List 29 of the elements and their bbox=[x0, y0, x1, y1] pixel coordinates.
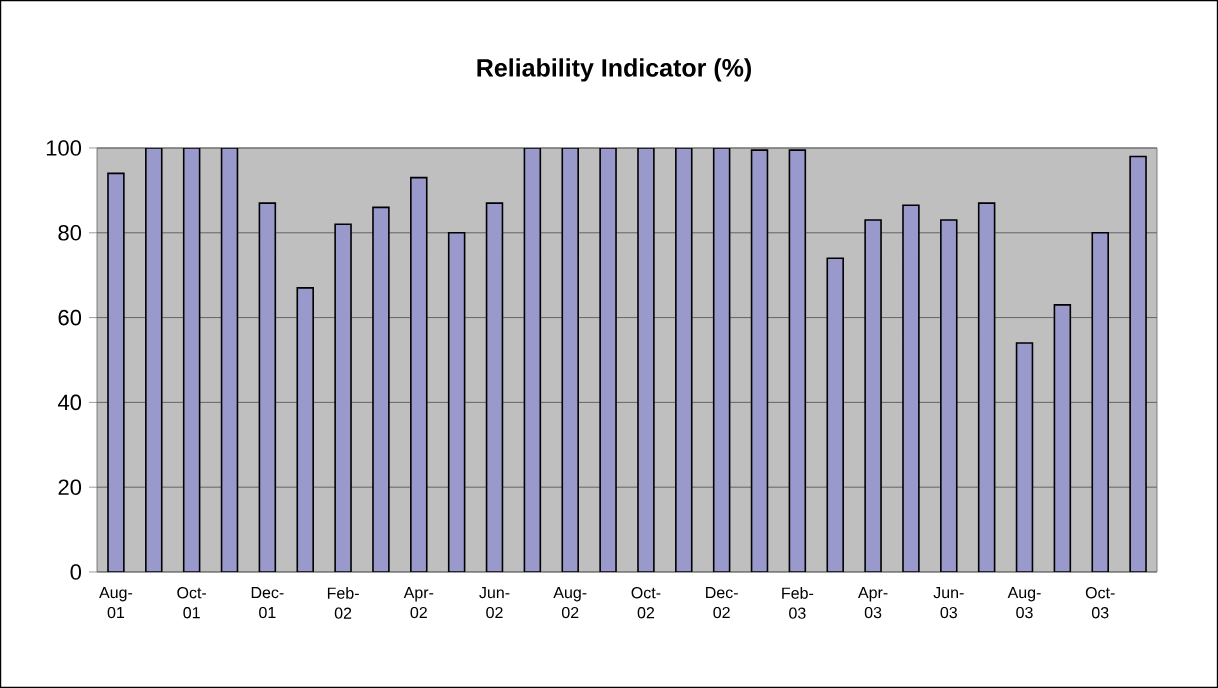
x-tick-label: Dec-02 bbox=[706, 587, 738, 619]
y-tick-label: 80 bbox=[58, 225, 82, 241]
chart-title: Reliability Indicator (%) bbox=[477, 58, 751, 82]
y-tick-label: 20 bbox=[58, 479, 82, 495]
x-tick-label: Apr-02 bbox=[403, 587, 434, 619]
y-tick-label: 0 bbox=[70, 564, 82, 580]
bar bbox=[788, 149, 807, 572]
bar bbox=[258, 202, 277, 572]
bar bbox=[750, 149, 769, 572]
x-tick-label: Aug-03 bbox=[1007, 587, 1041, 619]
bar bbox=[523, 147, 542, 572]
x-tick-label: Oct-03 bbox=[1085, 587, 1115, 619]
y-tick-label: 100 bbox=[46, 140, 82, 156]
y-tick-label: 40 bbox=[57, 394, 82, 411]
x-tick-label: Dec-01 bbox=[251, 587, 284, 619]
x-tick-label: Feb-02 bbox=[327, 587, 359, 619]
bar bbox=[1015, 342, 1034, 572]
x-tick-label: Aug-02 bbox=[553, 587, 587, 619]
bar bbox=[1053, 304, 1072, 572]
y-tick-label: 60 bbox=[58, 309, 82, 326]
x-tick-label: Oct-02 bbox=[631, 587, 661, 619]
x-tick-label: Jun-03 bbox=[933, 587, 964, 619]
bar bbox=[485, 202, 504, 572]
bar bbox=[220, 147, 239, 572]
x-tick-label: Oct-01 bbox=[177, 587, 207, 619]
x-tick-label: Aug-01 bbox=[99, 587, 133, 619]
x-tick-label: Jun-02 bbox=[479, 587, 510, 619]
x-tick-label: Apr-03 bbox=[858, 587, 888, 619]
x-tick-label: Feb-03 bbox=[782, 587, 814, 619]
